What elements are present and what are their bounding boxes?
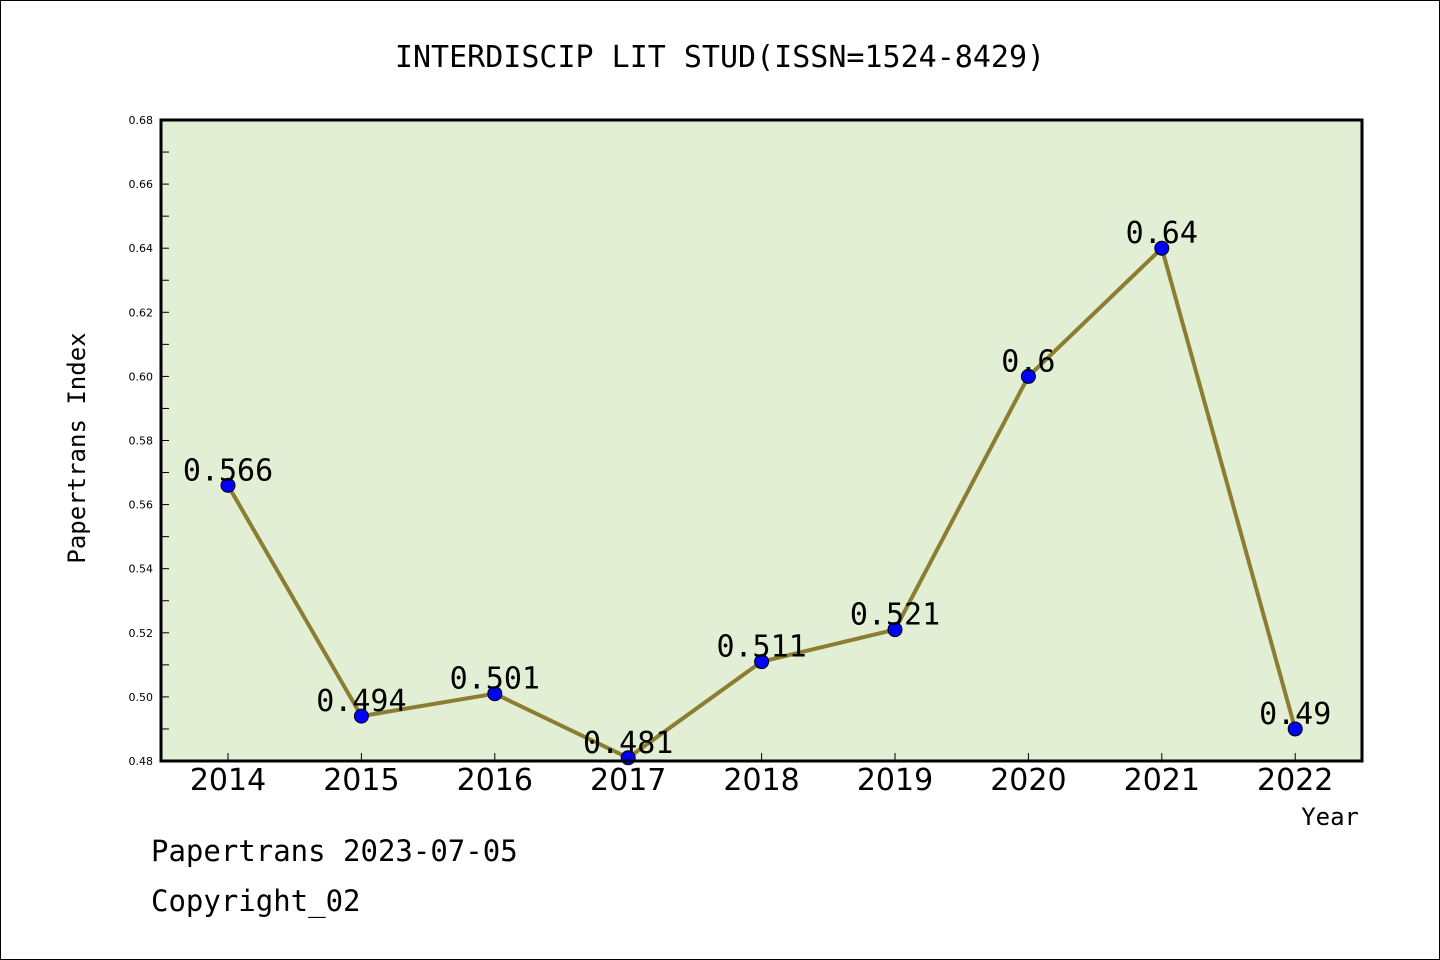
x-tick-label: 2016 — [457, 763, 533, 798]
data-point-marker — [754, 654, 770, 670]
data-label: 0.511 — [716, 630, 806, 665]
data-label: 0.566 — [183, 453, 273, 488]
data-point-marker — [1020, 368, 1036, 384]
x-tick-label: 2017 — [590, 763, 666, 798]
data-label: 0.494 — [316, 684, 406, 719]
y-tick-label: 0.58 — [129, 435, 154, 448]
x-tick-label: 2015 — [323, 763, 399, 798]
y-tick-label: 0.52 — [129, 627, 154, 640]
footer-date: Papertrans 2023-07-05 — [151, 834, 518, 868]
y-axis-label: Papertrans Index — [63, 332, 91, 563]
data-label: 0.501 — [450, 662, 540, 697]
marker-group — [220, 240, 1303, 766]
plot-frame — [159, 118, 1364, 763]
data-point-marker — [487, 686, 503, 702]
data-label: 0.49 — [1259, 697, 1331, 732]
y-tick-label: 0.62 — [129, 306, 154, 319]
data-label-group: 0.566 0.494 0.501 0.481 0.511 0.521 0.6 0.64 0.4… — [183, 216, 1331, 761]
y-tick-label: 0.66 — [129, 178, 154, 191]
y-tick-label: 0.64 — [129, 242, 154, 255]
data-point-marker — [887, 622, 903, 638]
data-label: 0.521 — [850, 598, 940, 633]
x-tick-label: 2022 — [1257, 763, 1333, 798]
footer-copyright: Copyright_02 — [151, 884, 361, 918]
x-axis-label: Year — [1301, 803, 1359, 831]
x-axis: 2014 2015 2016 2017 2018 2019 2020 2021 2022 — [190, 753, 1333, 798]
data-label: 0.64 — [1126, 216, 1198, 251]
y-tick-label: 0.60 — [129, 370, 154, 383]
data-label: 0.6 — [1001, 344, 1055, 379]
x-tick-label: 2019 — [857, 763, 933, 798]
data-point-marker — [353, 708, 369, 724]
y-tick-label: 0.54 — [129, 563, 154, 576]
x-tick-label: 2014 — [190, 763, 266, 798]
x-tick-label: 2018 — [723, 763, 799, 798]
x-tick-label: 2020 — [990, 763, 1066, 798]
data-point-marker — [220, 477, 236, 493]
chart-title: INTERDISCIP LIT STUD(ISSN=1524-8429) — [395, 40, 1045, 75]
y-axis: 0.48 0.50 0.52 0.54 0.56 0.58 0.60 0.62 0.64 0.66… — [129, 114, 169, 768]
y-tick-label: 0.56 — [129, 499, 154, 512]
y-tick-label: 0.48 — [129, 755, 154, 768]
data-point-marker — [1154, 240, 1170, 256]
data-point-marker — [1287, 721, 1303, 737]
x-tick-label: 2021 — [1124, 763, 1200, 798]
y-tick-label: 0.68 — [129, 114, 154, 127]
data-label: 0.481 — [583, 726, 673, 761]
y-tick-label: 0.50 — [129, 691, 154, 704]
